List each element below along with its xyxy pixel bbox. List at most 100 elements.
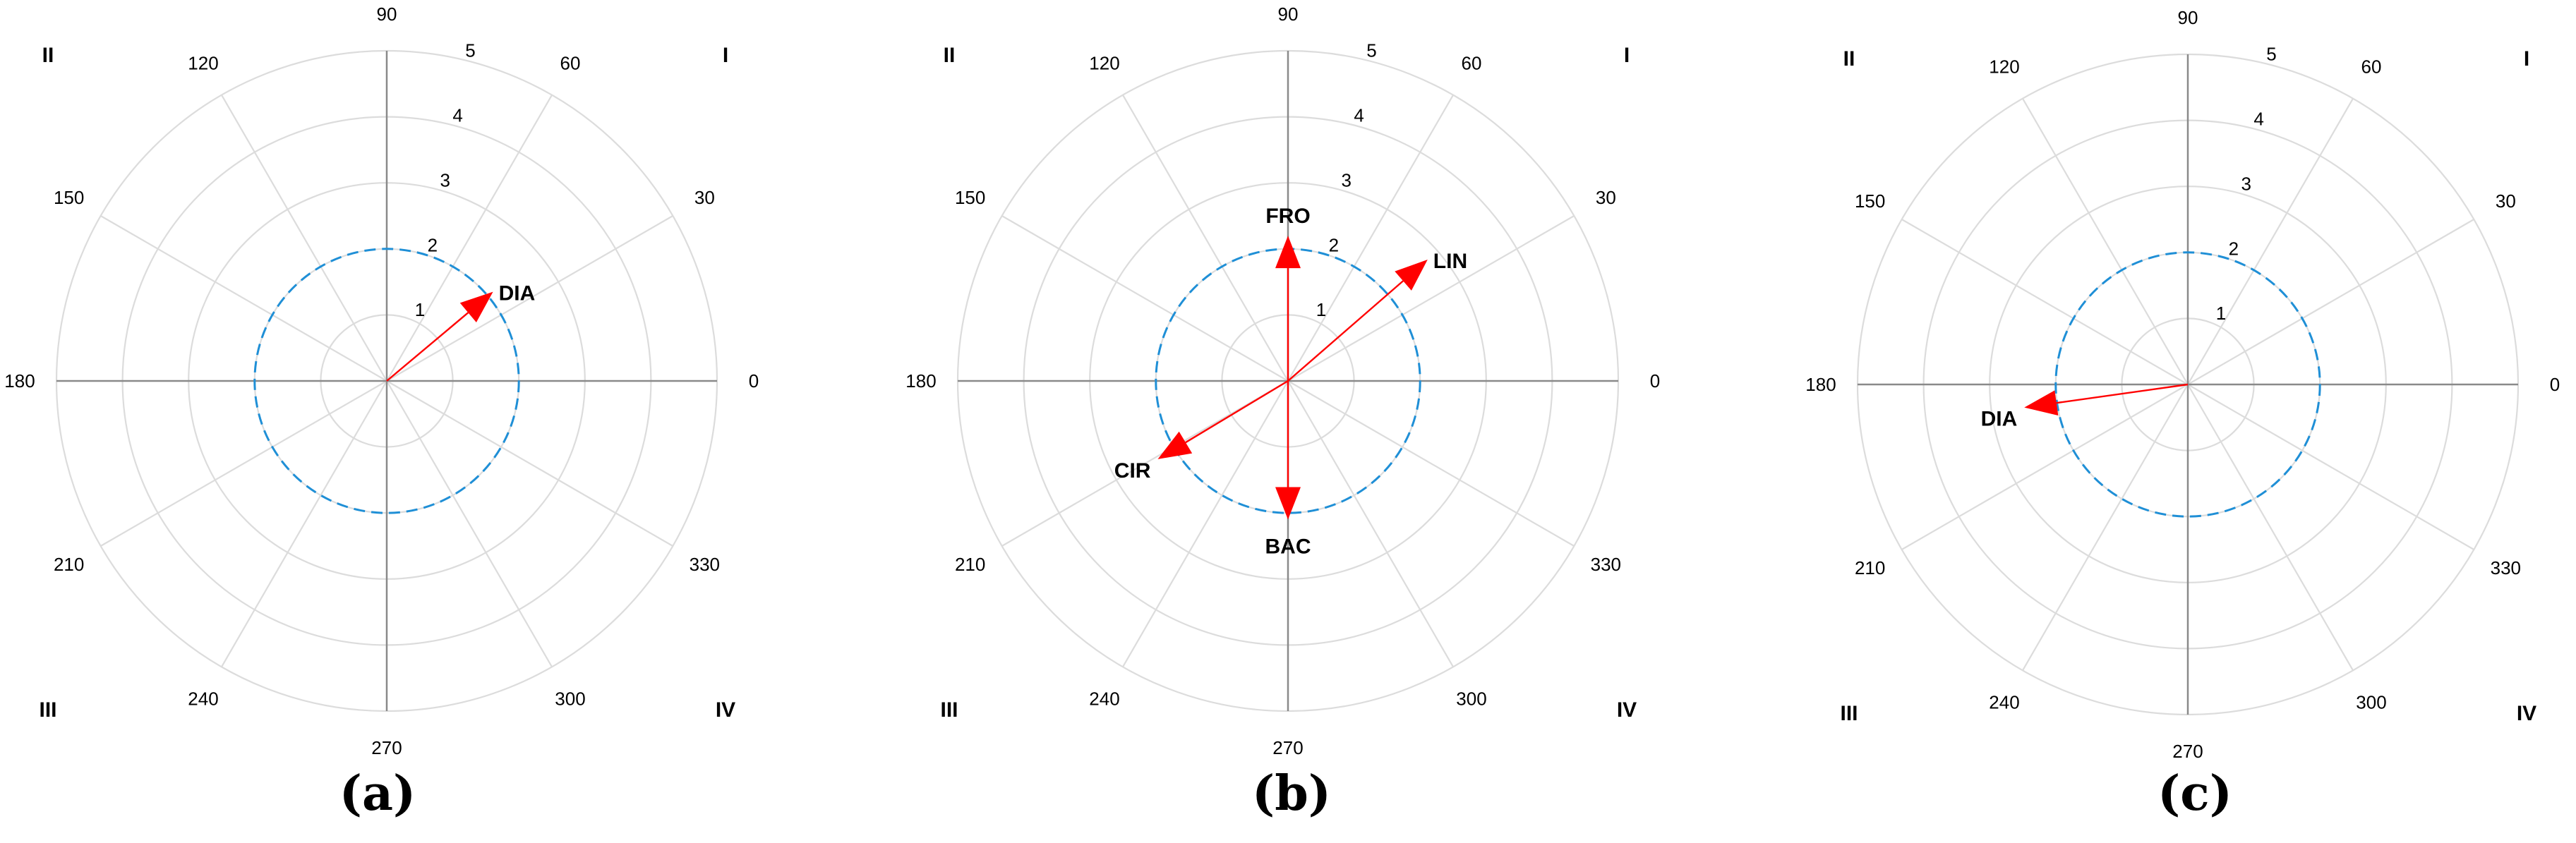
panel-a-grid-spoke-330 (386, 380, 673, 547)
panel-b-vector-label-lin: LIN (1433, 250, 1467, 273)
panel-b-angle-tick-240: 240 (1089, 688, 1119, 709)
panel-a-vector-dia-shaft (386, 312, 469, 382)
panel-a-grid-spoke-210 (100, 380, 387, 547)
polar-plot-a: 123450306090120150180210240270300330IIII… (4, 4, 759, 758)
panel-b-grid-spoke-210 (1001, 380, 1289, 547)
panel-a-quadrant-label-II: II (42, 44, 54, 67)
panel-a-grid-spoke-120 (221, 95, 387, 382)
polar-plot-b: 123450306090120150180210240270300330IIII… (905, 4, 1660, 758)
panel-c-radial-tick-1: 1 (2216, 303, 2226, 324)
panel-b-vector-fro-head (1275, 236, 1301, 269)
panel-b-vector-label-cir: CIR (1114, 459, 1151, 483)
panel-b-grid-spoke-60 (1287, 95, 1454, 382)
panel-c-angle-tick-60: 60 (2361, 56, 2382, 78)
panel-c-radial-tick-4: 4 (2253, 109, 2263, 130)
panel-b-radial-tick-1: 1 (1316, 299, 1326, 320)
panel-a-angle-tick-120: 120 (188, 53, 218, 74)
panel-a-angle-tick-0: 0 (749, 370, 759, 392)
panel-c-grid-spoke-30 (2187, 219, 2474, 385)
panel-a-angle-tick-180: 180 (4, 370, 35, 392)
panel-a-grid-spoke-240 (221, 380, 387, 667)
panel-b-grid-spoke-30 (1287, 215, 1575, 382)
panel-b-angle-tick-270: 270 (1272, 737, 1303, 758)
panel-b-vector-label-bac: BAC (1265, 535, 1311, 559)
panel-a-vector-dia-head (459, 291, 493, 323)
panel-c-angle-tick-90: 90 (2178, 7, 2198, 28)
panel-a-radial-tick-2: 2 (428, 234, 438, 255)
panel-a-angle-tick-210: 210 (54, 554, 84, 575)
panel-b-vector-bac-head (1275, 487, 1301, 520)
panel-c-angle-tick-30: 30 (2496, 190, 2516, 212)
panel-c-quadrant-label-IV: IV (2517, 702, 2536, 725)
panel-b-angle-tick-0: 0 (1650, 370, 1660, 392)
panel-b-angle-tick-150: 150 (955, 187, 985, 208)
panel-c-quadrant-label-III: III (1840, 702, 1858, 725)
panel-c-quadrant-label-II: II (1843, 47, 1855, 71)
panel-c-angle-tick-330: 330 (2491, 557, 2521, 578)
panel-a-radial-tick-1: 1 (415, 299, 425, 320)
panel-c-grid-spoke-300 (2187, 384, 2354, 671)
panel-c-angle-tick-150: 150 (1855, 190, 1885, 212)
panel-b-radial-tick-4: 4 (1354, 105, 1364, 126)
panel-b-vector-cir-shaft (1185, 380, 1289, 444)
panel-c-angle-tick-240: 240 (1989, 691, 2019, 712)
panel-c-radial-tick-2: 2 (2229, 238, 2239, 259)
panel-a-reference-circle (253, 248, 520, 514)
panel-b-angle-tick-330: 330 (1591, 554, 1621, 575)
panel-b-angle-tick-210: 210 (955, 554, 985, 575)
panel-b-angle-tick-90: 90 (1278, 4, 1299, 25)
panel-a-quadrant-label-I: I (723, 44, 728, 67)
panel-b-quadrant-label-IV: IV (1617, 698, 1637, 722)
panel-a-quadrant-label-III: III (39, 698, 56, 722)
panel-a-angle-tick-150: 150 (54, 187, 84, 208)
panel-a-angle-tick-60: 60 (560, 53, 581, 74)
panel-a-grid-spoke-60 (386, 95, 553, 382)
panel-c-reference-circle (2054, 251, 2321, 518)
panel-c-grid-spoke-330 (2187, 384, 2474, 550)
panel-c-angle-tick-210: 210 (1855, 557, 1885, 578)
panel-b-grid-spoke-240 (1122, 380, 1289, 667)
panel-c-grid-spoke-240 (2022, 384, 2189, 671)
panel-c-vector-dia-head (2024, 390, 2059, 416)
panel-c-radial-tick-3: 3 (2241, 173, 2251, 194)
panel-b-vector-lin-head (1395, 260, 1428, 291)
panel-caption-b: (b) (1252, 765, 1331, 822)
panel-c-grid-spoke-120 (2022, 98, 2189, 385)
panel-a-angle-tick-240: 240 (188, 688, 218, 709)
panel-a-radial-tick-5: 5 (465, 40, 475, 61)
panel-c-vector-label-dia: DIA (1981, 408, 2018, 431)
panel-c-angle-tick-270: 270 (2172, 741, 2203, 762)
panel-c-grid-spoke-150 (1901, 219, 2189, 385)
panel-b-angle-tick-300: 300 (1456, 688, 1486, 709)
panel-a-radial-tick-3: 3 (440, 169, 450, 190)
panel-c-grid-spoke-210 (1901, 384, 2189, 550)
panel-a-angle-tick-30: 30 (694, 187, 715, 208)
panel-b-angle-tick-60: 60 (1462, 53, 1482, 74)
panel-c-radial-tick-5: 5 (2266, 44, 2276, 65)
panel-b-quadrant-label-II: II (944, 44, 956, 67)
panel-a-radial-tick-4: 4 (452, 105, 462, 126)
panel-a-quadrant-label-IV: IV (716, 698, 735, 722)
panel-b-quadrant-label-I: I (1624, 44, 1630, 67)
panel-b-angle-tick-120: 120 (1089, 53, 1119, 74)
panel-b-quadrant-label-III: III (940, 698, 958, 722)
panel-b-grid-spoke-330 (1287, 380, 1575, 547)
panel-b-grid-spoke-300 (1287, 380, 1454, 667)
panel-c-grid-spoke-60 (2187, 98, 2354, 385)
panel-b-grid-spoke-120 (1122, 95, 1289, 382)
panel-b-vector-cir-head (1157, 431, 1193, 459)
panel-a-angle-tick-300: 300 (555, 688, 585, 709)
panel-caption-c: (c) (2157, 765, 2232, 822)
panel-a-angle-tick-330: 330 (690, 554, 720, 575)
panel-a-grid-spoke-30 (386, 215, 673, 382)
panel-b-angle-tick-180: 180 (905, 370, 936, 392)
panel-b-vector-lin-shaft (1287, 280, 1404, 382)
panel-a-grid-spoke-300 (386, 380, 553, 667)
panel-c-angle-tick-120: 120 (1989, 56, 2019, 78)
panel-c-angle-tick-300: 300 (2356, 691, 2386, 712)
panel-c-angle-tick-0: 0 (2550, 374, 2560, 395)
panel-c-vector-dia-shaft (2056, 383, 2189, 404)
panel-c-quadrant-label-I: I (2524, 47, 2529, 71)
panel-b-vector-label-fro: FRO (1265, 205, 1310, 228)
